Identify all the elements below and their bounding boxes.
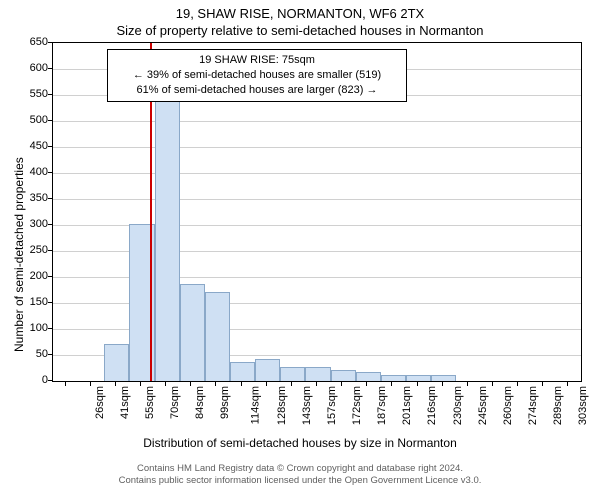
y-tick-label: 400 bbox=[8, 166, 48, 178]
annotation-line1: 19 SHAW RISE: 75sqm bbox=[199, 54, 315, 66]
x-tick-label: 274sqm bbox=[527, 386, 539, 425]
footer-attribution: Contains HM Land Registry data © Crown c… bbox=[10, 463, 590, 488]
y-tick-label: 500 bbox=[8, 114, 48, 126]
histogram-bar bbox=[155, 86, 180, 381]
histogram-bar bbox=[255, 359, 280, 381]
y-tick-label: 0 bbox=[8, 374, 48, 386]
x-tick-label: 114sqm bbox=[250, 386, 262, 424]
x-tick-label: 70sqm bbox=[169, 386, 181, 419]
histogram-bar bbox=[431, 375, 456, 381]
y-tick-label: 450 bbox=[8, 140, 48, 152]
footer-line1: Contains HM Land Registry data © Crown c… bbox=[137, 463, 463, 474]
x-tick-label: 303sqm bbox=[577, 386, 589, 425]
y-tick-label: 250 bbox=[8, 244, 48, 256]
x-tick-label: 84sqm bbox=[194, 386, 206, 419]
x-tick-label: 26sqm bbox=[94, 386, 106, 419]
y-tick-label: 100 bbox=[8, 322, 48, 334]
y-tick-label: 350 bbox=[8, 192, 48, 204]
y-tick-label: 650 bbox=[8, 36, 48, 48]
histogram-bar bbox=[104, 344, 129, 381]
x-tick-label: 99sqm bbox=[219, 386, 231, 419]
x-tick-label: 260sqm bbox=[502, 386, 514, 425]
x-tick-label: 55sqm bbox=[144, 386, 156, 419]
annotation-line3: 61% of semi-detached houses are larger (… bbox=[137, 84, 378, 96]
histogram-bar bbox=[381, 375, 406, 381]
footer-line2: Contains public sector information licen… bbox=[119, 475, 482, 486]
x-tick-label: 172sqm bbox=[351, 386, 363, 425]
x-tick-label: 157sqm bbox=[326, 386, 338, 425]
chart-container: Number of semi-detached properties 19 SH… bbox=[0, 42, 600, 442]
x-tick-label: 201sqm bbox=[401, 386, 413, 425]
x-tick-label: 143sqm bbox=[301, 386, 313, 425]
page-title-line1: 19, SHAW RISE, NORMANTON, WF6 2TX bbox=[0, 6, 600, 21]
plot-area: 19 SHAW RISE: 75sqm ← 39% of semi-detache… bbox=[52, 42, 582, 382]
x-tick-label: 230sqm bbox=[452, 386, 464, 425]
x-axis-label: Distribution of semi-detached houses by … bbox=[0, 436, 600, 450]
x-tick-label: 41sqm bbox=[119, 386, 131, 419]
annotation-line2: ← 39% of semi-detached houses are smalle… bbox=[133, 69, 381, 81]
histogram-bar bbox=[356, 372, 381, 381]
histogram-bar bbox=[406, 375, 431, 381]
histogram-bar bbox=[305, 367, 330, 381]
x-tick-label: 128sqm bbox=[276, 386, 288, 425]
histogram-bar bbox=[331, 370, 356, 381]
y-tick-label: 600 bbox=[8, 62, 48, 74]
histogram-bar bbox=[280, 367, 305, 381]
y-tick-label: 150 bbox=[8, 296, 48, 308]
y-tick-label: 550 bbox=[8, 88, 48, 100]
x-tick-label: 245sqm bbox=[477, 386, 489, 425]
x-tick-label: 289sqm bbox=[552, 386, 564, 425]
y-tick-label: 50 bbox=[8, 348, 48, 360]
histogram-bar bbox=[205, 292, 230, 381]
x-tick-label: 187sqm bbox=[376, 386, 388, 425]
histogram-bar bbox=[230, 362, 255, 381]
histogram-bar bbox=[180, 284, 205, 381]
x-tick-label: 216sqm bbox=[427, 386, 439, 425]
annotation-box: 19 SHAW RISE: 75sqm ← 39% of semi-detache… bbox=[107, 49, 407, 102]
y-tick-label: 200 bbox=[8, 270, 48, 282]
page-title-line2: Size of property relative to semi-detach… bbox=[0, 23, 600, 38]
y-tick-label: 300 bbox=[8, 218, 48, 230]
